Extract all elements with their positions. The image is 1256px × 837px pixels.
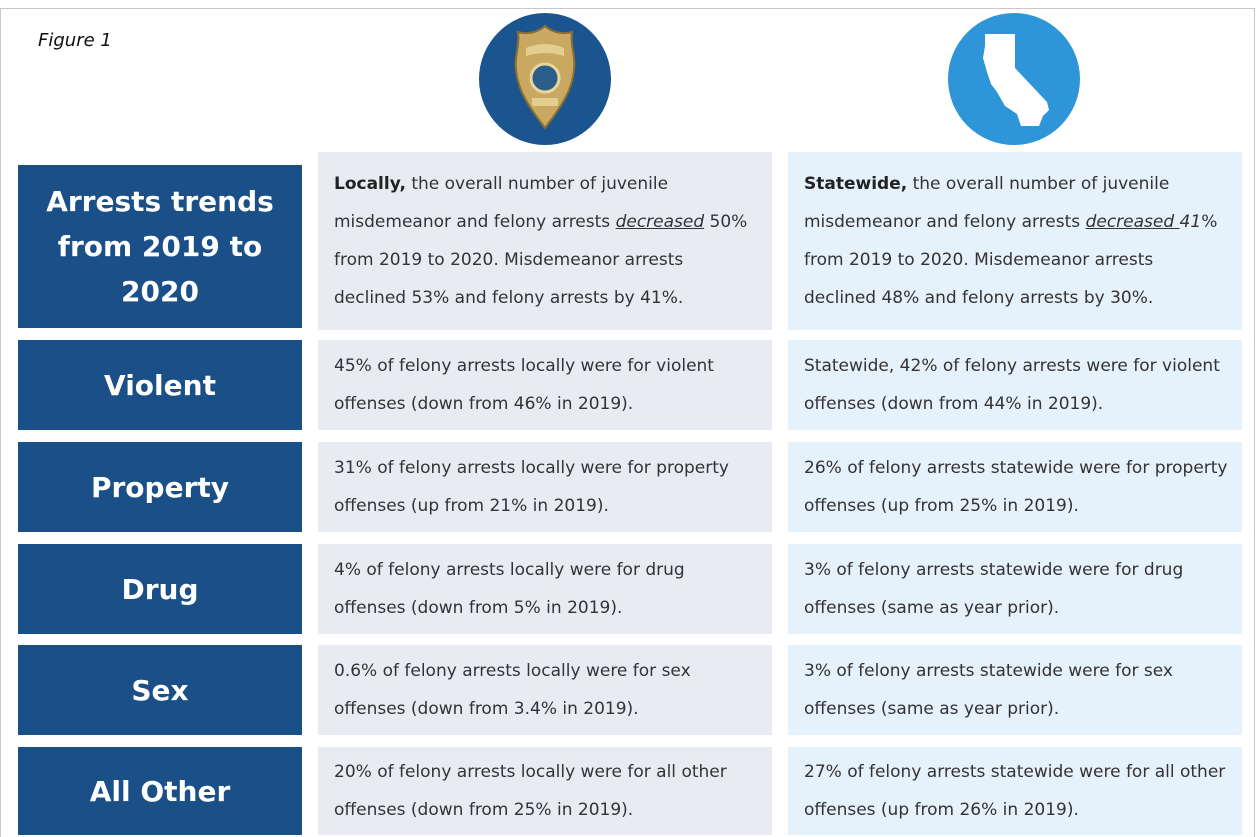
text-run: decreased — [1085, 212, 1180, 232]
row-label: Violent — [18, 340, 302, 430]
local-cell: 20% of felony arrests locally were for a… — [318, 747, 772, 835]
cell-text: 0.6% of felony arrests locally were for … — [334, 652, 760, 728]
statewide-cell: 27% of felony arrests statewide were for… — [788, 747, 1242, 835]
cell-text: 20% of felony arrests locally were for a… — [334, 753, 760, 829]
text-run: 31% of felony arrests locally were for p… — [334, 458, 729, 516]
statewide-cell: 3% of felony arrests statewide were for … — [788, 645, 1242, 735]
statewide-cell: 26% of felony arrests statewide were for… — [788, 442, 1242, 532]
row-label: Drug — [18, 544, 302, 634]
california-icon — [948, 13, 1080, 145]
text-run: 41 — [1179, 212, 1202, 232]
row-label: Property — [18, 442, 302, 532]
statewide-cell: Statewide, 42% of felony arrests were fo… — [788, 340, 1242, 430]
text-run: Statewide, 42% of felony arrests were fo… — [804, 356, 1220, 414]
row-label: All Other — [18, 747, 302, 835]
local-cell: Locally, the overall number of juvenile … — [318, 152, 772, 330]
statewide-cell: 3% of felony arrests statewide were for … — [788, 544, 1242, 634]
text-run: Locally, — [334, 174, 406, 194]
text-run: 26% of felony arrests statewide were for… — [804, 458, 1228, 516]
text-run: 3% of felony arrests statewide were for … — [804, 560, 1184, 618]
text-run: Statewide, — [804, 174, 908, 194]
local-cell: 31% of felony arrests locally were for p… — [318, 442, 772, 532]
cell-text: 3% of felony arrests statewide were for … — [804, 652, 1230, 728]
badge-icon — [479, 13, 611, 145]
text-run: 4% of felony arrests locally were for dr… — [334, 560, 685, 618]
cell-text: 3% of felony arrests statewide were for … — [804, 551, 1230, 627]
text-run: 27% of felony arrests statewide were for… — [804, 762, 1226, 820]
text-run: 50% from 2019 to 2020. Misdemeanor arres… — [334, 212, 748, 308]
text-run: 3% of felony arrests statewide were for … — [804, 661, 1173, 719]
local-cell: 45% of felony arrests locally were for v… — [318, 340, 772, 430]
text-run: 20% of felony arrests locally were for a… — [334, 762, 727, 820]
text-run: the overall number of juvenile misdemean… — [334, 174, 669, 232]
text-run: the overall number of juvenile misdemean… — [804, 174, 1170, 232]
cell-text: 26% of felony arrests statewide were for… — [804, 449, 1230, 525]
row-label: Sex — [18, 645, 302, 735]
text-run: 45% of felony arrests locally were for v… — [334, 356, 714, 414]
text-run: % from 2019 to 2020. Misdemeanor arrests… — [804, 212, 1218, 308]
cell-text: 45% of felony arrests locally were for v… — [334, 347, 760, 423]
row-label: Arrests trends from 2019 to 2020 — [18, 165, 302, 328]
cell-text: Locally, the overall number of juvenile … — [334, 165, 760, 317]
cell-text: Statewide, 42% of felony arrests were fo… — [804, 347, 1230, 423]
local-cell: 0.6% of felony arrests locally were for … — [318, 645, 772, 735]
text-run: decreased — [615, 212, 705, 232]
cell-text: Statewide, the overall number of juvenil… — [804, 165, 1230, 317]
statewide-cell: Statewide, the overall number of juvenil… — [788, 152, 1242, 330]
text-run: 0.6% of felony arrests locally were for … — [334, 661, 691, 719]
local-cell: 4% of felony arrests locally were for dr… — [318, 544, 772, 634]
cell-text: 4% of felony arrests locally were for dr… — [334, 551, 760, 627]
frame — [0, 8, 1255, 837]
cell-text: 27% of felony arrests statewide were for… — [804, 753, 1230, 829]
cell-text: 31% of felony arrests locally were for p… — [334, 449, 760, 525]
figure-label: Figure 1 — [38, 30, 112, 51]
